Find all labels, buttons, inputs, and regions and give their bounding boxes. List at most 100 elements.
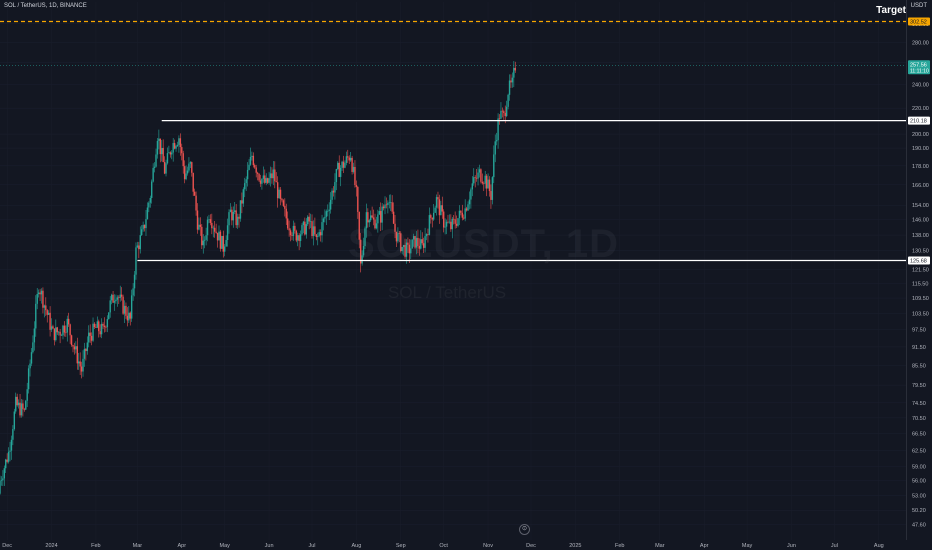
watermark-name: SOL / TetherUS [388,283,507,302]
candle-body [139,235,141,250]
candle-body [415,237,418,248]
go-to-realtime-icon[interactable]: ⊙ [519,524,530,535]
candle-body [16,396,18,406]
y-tick-label: 91.50 [912,345,926,351]
candle-body [341,161,343,168]
candle-body [319,232,322,236]
candle-body [265,178,267,183]
candle-body [368,220,370,223]
candle-body [511,77,514,83]
candle-body [46,310,48,315]
candle-body [448,221,451,223]
candle-body [377,214,379,224]
y-tick-label: 85.50 [912,363,926,369]
candle-body [50,326,53,330]
candle-body [0,480,3,481]
candle-body [494,141,496,155]
candle-body [434,207,436,213]
candle-body [501,110,504,112]
candle-body [272,169,275,179]
candle-body [109,300,111,313]
candle-body [62,325,64,336]
candle-body [115,299,117,302]
candle-body [355,184,358,187]
candle-body [221,235,223,249]
candle-body [65,332,67,334]
candle-body [85,348,87,352]
candle-body [384,204,386,209]
candle-body [13,411,16,430]
y-tick-label: 138.00 [912,233,929,239]
candle-body [500,110,502,119]
x-tick-label: Oct [439,543,448,549]
candle-body [128,312,130,321]
candle-body [103,325,106,328]
candle-body [475,177,478,179]
y-tick-label: 240.00 [912,82,929,88]
candle-body [292,225,295,236]
candle-body [246,169,249,180]
candle-body [388,202,391,204]
candle-body [224,246,226,252]
candle-body [485,175,488,189]
candle-body [0,480,1,494]
price-axis[interactable]: 300.00280.00260.00240.00220.00200.00190.… [908,17,930,529]
candle-body [199,224,202,227]
candle-body [417,237,419,246]
candle-body [255,167,257,173]
candle-body [90,335,93,341]
horizontal-levels[interactable] [0,20,906,262]
y-tick-label: 121.50 [912,268,929,274]
candle-body [70,335,73,346]
time-axis[interactable]: Dec 2024 Feb Mar Apr May Jun Jul Aug Sep Oct Nov Dec… [2,543,883,549]
candle-body [179,138,182,148]
candle-body [198,224,200,230]
candle-body [441,205,443,212]
candle-body [421,239,423,244]
candle-body [451,218,453,230]
candle-body [60,335,63,336]
candle-body [282,200,285,206]
y-tick-label: 130.50 [912,248,929,254]
candle-body [480,169,482,182]
candle-body [142,224,144,230]
candle-body [226,225,229,240]
candle-body [311,221,313,237]
candle-body [236,216,239,226]
target-price-label: 302.52 [910,20,927,26]
candle-body [513,67,515,78]
candle-body [92,323,94,341]
candle-body [361,255,363,264]
candle-body [315,234,318,237]
candle-body [130,295,133,319]
candle-body [418,245,421,249]
y-tick-label: 70.50 [912,416,926,422]
y-tick-label: 190.00 [912,146,929,152]
candle-body [380,211,382,223]
candle-body [159,138,162,155]
candle-body [189,162,192,164]
candle-body [338,162,340,177]
candle-body [514,67,516,71]
y-tick-label: 53.00 [912,493,926,499]
x-tick-label: Aug [874,543,884,549]
candle-body [112,294,114,303]
candle-body [288,228,290,231]
candle-body [47,312,50,315]
candle-body [52,326,54,329]
candle-body [245,179,247,184]
candle-body [491,177,494,200]
y-tick-label: 50.20 [912,508,926,514]
candle-body [437,197,439,200]
candle-body [291,235,293,236]
candle-body [173,143,176,149]
candle-body [470,189,472,200]
candle-body [40,290,43,295]
candle-body [411,239,413,249]
x-tick-label: Mar [655,543,665,549]
candle-body [153,166,156,168]
y-tick-label: 79.50 [912,383,926,389]
candle-body [339,167,342,177]
currency-label[interactable]: USDT [910,3,927,9]
